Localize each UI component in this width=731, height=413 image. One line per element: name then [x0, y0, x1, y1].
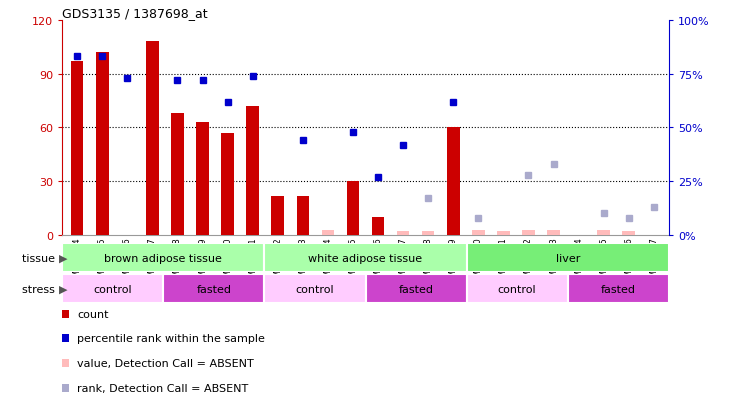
Bar: [422, 232, 434, 235]
Bar: [265, 244, 466, 273]
Bar: [472, 230, 485, 235]
Bar: [397, 232, 409, 235]
Text: control: control: [94, 284, 132, 294]
Bar: [271, 196, 284, 235]
Bar: [163, 275, 265, 304]
Bar: [322, 230, 334, 235]
Text: tissue: tissue: [22, 253, 58, 263]
Bar: [265, 275, 366, 304]
Bar: [548, 230, 560, 235]
Bar: [196, 123, 209, 235]
Text: brown adipose tissue: brown adipose tissue: [105, 253, 222, 263]
Bar: [221, 133, 234, 235]
Bar: [597, 230, 610, 235]
Bar: [623, 232, 635, 235]
Bar: [447, 128, 460, 235]
Text: value, Detection Call = ABSENT: value, Detection Call = ABSENT: [77, 358, 254, 368]
Text: ▶: ▶: [58, 253, 67, 263]
Bar: [568, 275, 669, 304]
Bar: [372, 218, 385, 235]
Bar: [146, 42, 159, 235]
Text: control: control: [498, 284, 537, 294]
Bar: [466, 244, 669, 273]
Text: stress: stress: [22, 284, 58, 294]
Text: fasted: fasted: [398, 284, 433, 294]
Text: ▶: ▶: [58, 284, 67, 294]
Text: control: control: [295, 284, 334, 294]
Text: count: count: [77, 309, 109, 319]
Bar: [171, 114, 183, 235]
Bar: [297, 196, 309, 235]
Bar: [62, 275, 163, 304]
Text: GDS3135 / 1387698_at: GDS3135 / 1387698_at: [62, 7, 208, 19]
Bar: [497, 232, 510, 235]
Text: white adipose tissue: white adipose tissue: [308, 253, 423, 263]
Bar: [246, 107, 259, 235]
Text: fasted: fasted: [601, 284, 636, 294]
Text: liver: liver: [556, 253, 580, 263]
Bar: [96, 53, 108, 235]
Text: percentile rank within the sample: percentile rank within the sample: [77, 334, 265, 344]
Bar: [366, 275, 466, 304]
Text: rank, Detection Call = ABSENT: rank, Detection Call = ABSENT: [77, 383, 249, 393]
Bar: [522, 230, 535, 235]
Bar: [466, 275, 568, 304]
Bar: [346, 182, 359, 235]
Bar: [62, 244, 265, 273]
Text: fasted: fasted: [197, 284, 231, 294]
Bar: [71, 62, 83, 235]
